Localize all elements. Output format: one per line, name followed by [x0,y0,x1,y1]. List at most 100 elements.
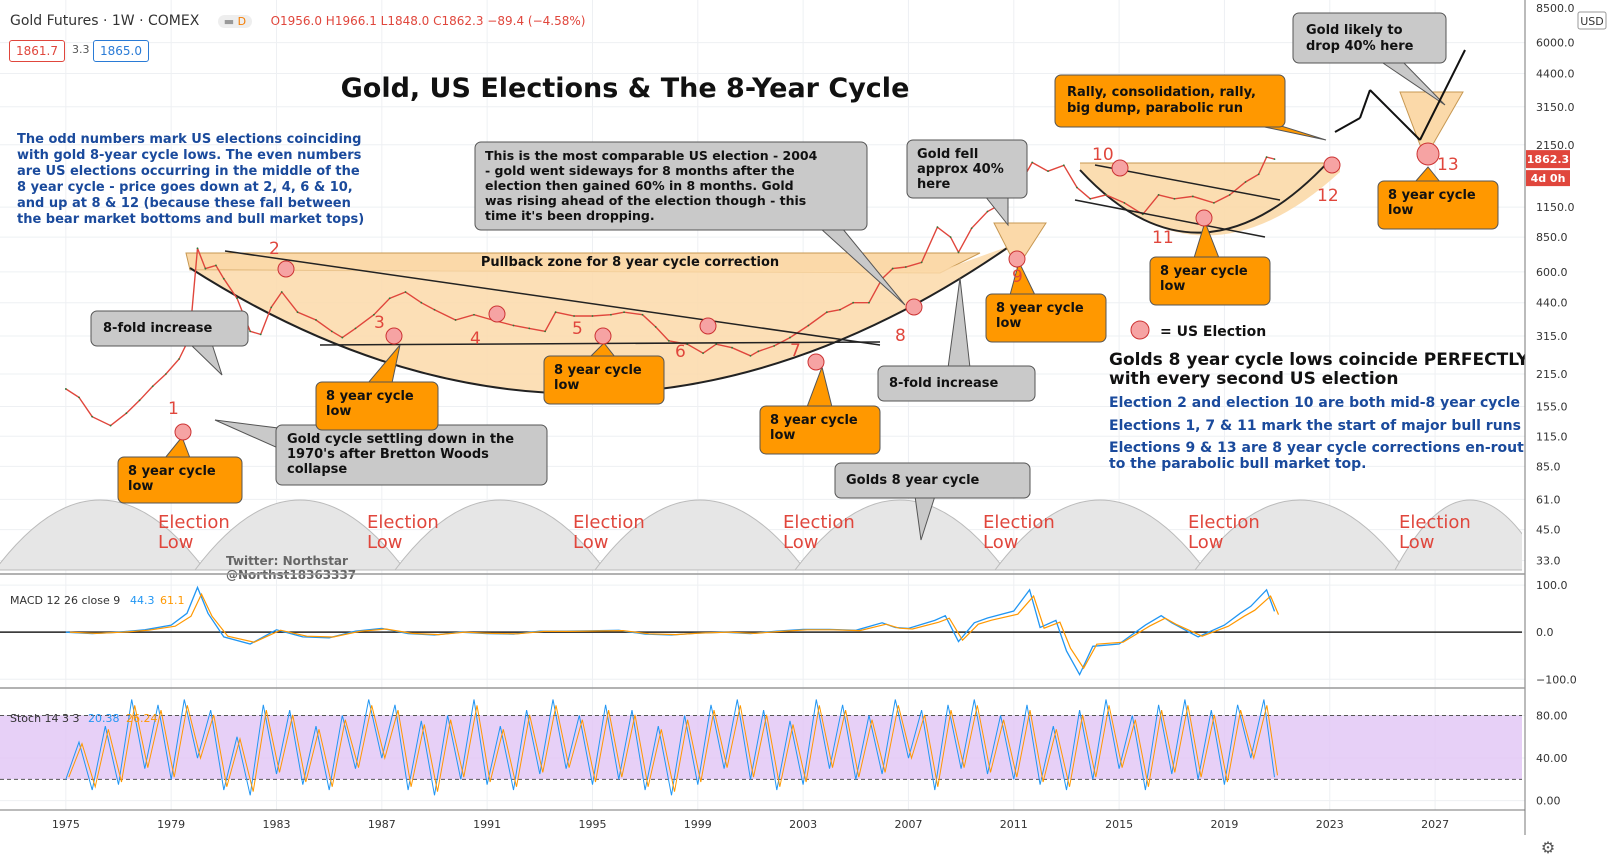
symbol-title[interactable]: Gold Futures · 1W · COMEX [10,13,200,29]
x-tick-label: 2023 [1316,818,1344,831]
last-price-label: 1862.3 [1527,153,1569,166]
election-low-label: Low [573,532,608,553]
y-tick-label: 8500.0 [1536,2,1575,15]
x-tick-label: 2027 [1421,818,1449,831]
price-point [222,277,225,280]
x-tick-label: 1991 [473,818,501,831]
price-point [1273,158,1276,161]
cycle-low-text: 8 year cycle [554,363,642,378]
price-point [433,308,436,311]
price-point [420,301,423,304]
callout-8fold-1 [90,310,249,347]
cycle-low-text: 8 year cycle [1388,188,1476,203]
election-marker [277,260,295,278]
badge-icon[interactable]: ▬ D [217,15,253,28]
y-tick-label: 6000.0 [1536,37,1575,50]
golds-cycle-text: Golds 8 year cycle [846,473,980,488]
y-tick-label: 115.0 [1536,430,1568,443]
election-number: 3 [374,313,385,333]
callout-2004-text: This is the most comparable US election … [485,148,818,163]
twitter-credit: Twitter: Northstar [226,554,348,568]
price-point [623,311,625,314]
price-point [528,327,531,330]
callout-8fold-1-pointer [188,343,223,376]
intro-text: 8 year cycle - price goes down at 2, 4, … [17,180,353,195]
election-marker [594,327,612,345]
gold-price-line [65,156,1275,427]
headline-text: Golds 8 year cycle lows coincide PERFECT… [1109,350,1529,370]
price-point [789,336,791,339]
election-marker [1323,156,1341,174]
price-point [825,311,828,314]
cycle-low-box [543,355,665,405]
spread-value: 3.3 [72,43,90,56]
election-number: 12 [1317,186,1339,206]
election-number: 7 [790,341,801,361]
election-low-label: Low [158,532,193,553]
y-tick-label: 600.0 [1536,266,1568,279]
x-tick-label: 2011 [1000,818,1028,831]
symbol-header: Gold Futures · 1W · COMEX ▬ D O1956.0 H1… [10,13,585,29]
price-point [330,330,333,333]
price-point [138,399,141,402]
price-point [1089,197,1092,200]
y-tick-label: 3150.0 [1536,101,1575,114]
election-low-arc [793,499,1007,571]
intro-text: the bear market bottoms and bull market … [17,212,364,227]
election-marker [905,298,923,316]
gold-fell-text: here [917,177,950,192]
x-tick-label: 2007 [894,818,922,831]
election-number: 9 [1012,267,1023,287]
gold-fell-text: Gold fell [917,147,978,162]
cycle-low-text: 8 year cycle [1160,264,1248,279]
price-point [249,330,252,333]
rally-text: big dump, parabolic run [1067,101,1243,116]
macd-signal-value: 61.1 [160,594,185,607]
note-line: to the parabolic bull market top. [1109,456,1367,472]
upper-bowl [1080,163,1340,236]
election-low-arc [593,499,807,571]
stoch-k-value: 20.38 [88,712,120,725]
election-marker [385,327,403,345]
election-number: 2 [269,239,280,259]
election-low-label: Election [1188,512,1260,533]
election-marker [807,353,825,371]
x-tick-label: 1983 [262,818,290,831]
price-point [986,210,989,213]
election-low-arc [393,499,607,571]
price-point [1213,201,1215,204]
cycle-low-text: 8 year cycle [128,464,216,479]
last-price-tag [1526,150,1570,169]
countdown-label: 4d 0h [1531,172,1566,185]
note-line: Elections 9 & 13 are 8 year cycle correc… [1109,440,1533,456]
macd-signal-line [69,592,1280,670]
price-point [91,415,94,418]
price-point [715,343,718,346]
price-point [1173,197,1176,200]
election-number: 6 [675,342,686,362]
ask-price-button[interactable]: 1865.0 [93,40,149,62]
price-point [1265,156,1268,159]
price-point [404,291,407,293]
price-point [1062,164,1065,167]
price-point [731,346,733,349]
macd-title: MACD 12 26 close 9 [10,594,120,607]
trend-line [1074,199,1266,238]
price-point [757,350,760,353]
stoch-k-line [65,699,1275,796]
election-low-label: Election [158,512,230,533]
cycle-low-box-pointer [806,365,833,408]
price-point [554,311,557,314]
bid-price-button[interactable]: 1861.7 [9,40,65,62]
intro-text: The odd numbers mark US elections coinci… [17,132,361,147]
price-point [341,336,344,339]
price-point [178,358,180,360]
y-tick-label: 440.0 [1536,297,1568,310]
price-point [78,396,80,399]
callout-8fold-2-pointer [947,277,971,369]
y-tick-label: 4400.0 [1536,68,1575,81]
price-point [852,301,855,304]
cycle-low-box [117,456,243,504]
macd-value: 44.3 [130,594,155,607]
price-point [125,412,128,415]
